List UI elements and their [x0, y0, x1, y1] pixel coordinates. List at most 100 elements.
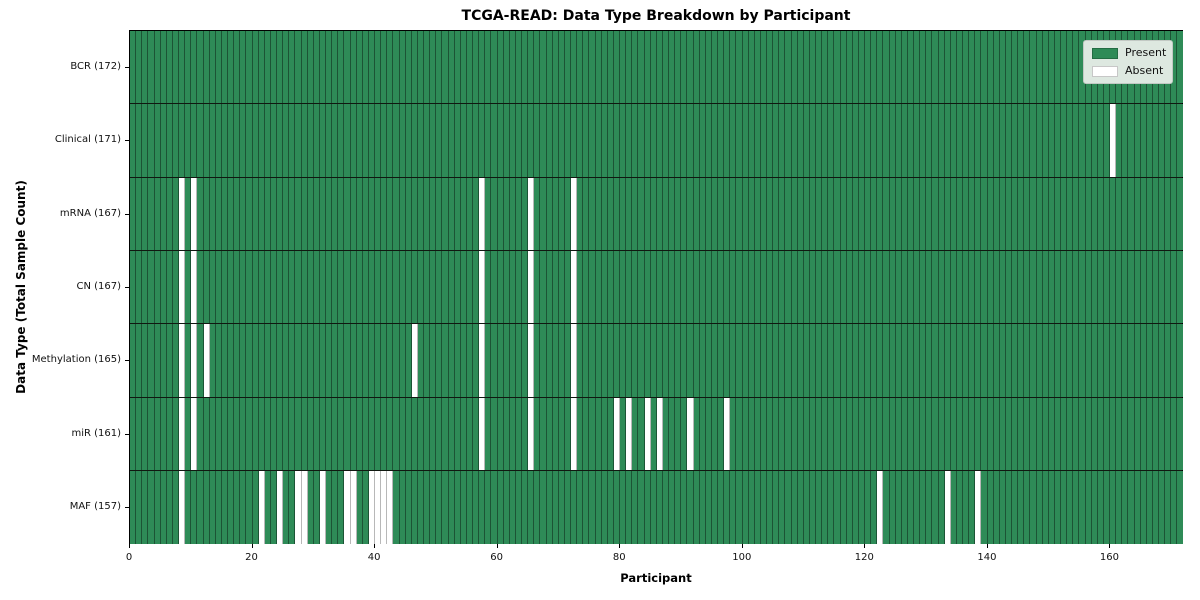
present-cell — [914, 104, 921, 177]
present-cell — [791, 470, 798, 545]
present-cell — [767, 177, 774, 250]
present-cell — [656, 250, 663, 324]
present-cell — [816, 324, 823, 397]
present-cell — [571, 470, 578, 545]
x-tick-mark — [619, 544, 621, 548]
present-cell — [411, 397, 418, 470]
present-cell — [901, 250, 908, 324]
present-cell — [399, 470, 406, 545]
x-axis-label: Participant — [620, 571, 692, 585]
present-cell — [987, 31, 994, 104]
present-cell — [1091, 324, 1098, 397]
present-cell — [589, 31, 596, 104]
present-cell — [381, 397, 388, 470]
present-cell — [295, 104, 302, 177]
present-cell — [564, 104, 571, 177]
present-cell — [773, 397, 780, 470]
present-cell — [840, 324, 847, 397]
present-cell — [595, 470, 602, 545]
present-cell — [889, 470, 896, 545]
present-cell — [760, 324, 767, 397]
present-cell — [742, 250, 749, 324]
present-cell — [448, 104, 455, 177]
present-cell — [1128, 470, 1135, 545]
present-cell — [424, 250, 431, 324]
present-cell — [528, 470, 535, 545]
present-cell — [1042, 104, 1049, 177]
present-cell — [742, 470, 749, 545]
present-cell — [834, 324, 841, 397]
present-cell — [448, 31, 455, 104]
present-cell — [509, 31, 516, 104]
present-cell — [907, 177, 914, 250]
present-cell — [405, 250, 412, 324]
present-cell — [546, 324, 553, 397]
present-cell — [234, 250, 241, 324]
present-cell — [932, 31, 939, 104]
present-cell — [999, 31, 1006, 104]
present-cell — [767, 397, 774, 470]
present-cell — [1177, 397, 1183, 470]
present-cell — [1048, 470, 1055, 545]
present-cell — [1171, 250, 1178, 324]
present-cell — [558, 470, 565, 545]
present-cell — [148, 104, 155, 177]
present-cell — [160, 324, 167, 397]
present-cell — [509, 250, 516, 324]
present-cell — [969, 470, 976, 545]
present-cell — [656, 104, 663, 177]
present-cell — [1042, 324, 1049, 397]
present-cell — [172, 31, 179, 104]
present-cell — [687, 104, 694, 177]
present-cell — [1036, 250, 1043, 324]
present-cell — [993, 250, 1000, 324]
present-cell — [705, 470, 712, 545]
present-cell — [675, 470, 682, 545]
present-cell — [975, 104, 982, 177]
absent-cell — [571, 250, 578, 324]
present-cell — [779, 470, 786, 545]
present-cell — [460, 324, 467, 397]
present-cell — [632, 470, 639, 545]
present-cell — [1159, 397, 1166, 470]
present-cell — [846, 31, 853, 104]
present-cell — [711, 31, 718, 104]
present-cell — [497, 250, 504, 324]
present-cell — [858, 250, 865, 324]
present-cell — [1110, 397, 1117, 470]
present-cell — [889, 177, 896, 250]
absent-cell — [301, 470, 308, 545]
absent-cell — [277, 470, 284, 545]
present-cell — [1061, 397, 1068, 470]
present-cell — [871, 31, 878, 104]
present-cell — [1036, 324, 1043, 397]
present-cell — [368, 250, 375, 324]
present-cell — [950, 177, 957, 250]
x-tick-label-20: 20 — [245, 552, 258, 563]
present-cell — [1036, 31, 1043, 104]
present-cell — [809, 324, 816, 397]
chart-title: TCGA-READ: Data Type Breakdown by Partic… — [461, 8, 851, 24]
present-cell — [209, 104, 216, 177]
present-cell — [589, 104, 596, 177]
y-tick-mark — [125, 433, 129, 435]
absent-cell — [877, 470, 884, 545]
present-cell — [424, 104, 431, 177]
present-cell — [852, 177, 859, 250]
present-cell — [246, 31, 253, 104]
y-tick-label-maf: MAF (157) — [69, 501, 121, 513]
present-cell — [356, 104, 363, 177]
present-cell — [552, 250, 559, 324]
present-cell — [234, 470, 241, 545]
present-cell — [430, 177, 437, 250]
present-cell — [1012, 31, 1019, 104]
present-cell — [999, 177, 1006, 250]
present-cell — [675, 397, 682, 470]
present-cell — [381, 250, 388, 324]
present-cell — [130, 470, 137, 545]
present-cell — [1067, 397, 1074, 470]
present-cell — [148, 31, 155, 104]
present-cell — [197, 324, 204, 397]
present-cell — [1165, 177, 1172, 250]
present-cell — [564, 470, 571, 545]
